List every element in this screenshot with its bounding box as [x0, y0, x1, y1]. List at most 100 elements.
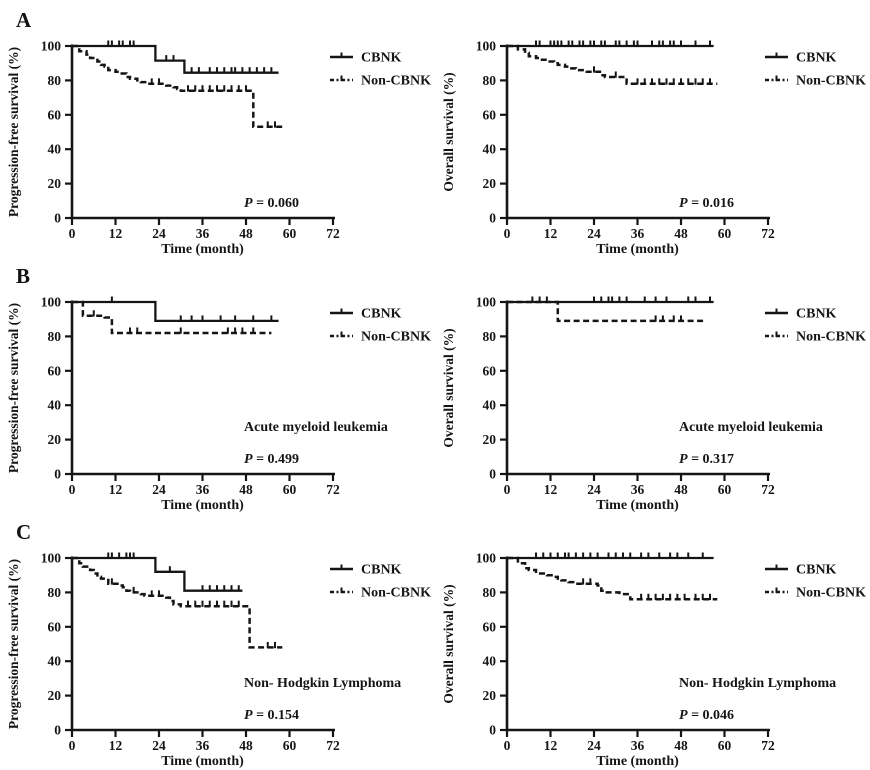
- y-axis-title: Overall survival (%): [441, 328, 456, 447]
- chart-c-overall-survival: 0 12 24 36 48 60 72 0 20 40 60 80 100 Time (month) Ove…: [435, 514, 870, 770]
- km-plot-a-os: 0 12 24 36 48 60 72 0 20 40 60 80 100 Time (month) Ove…: [441, 39, 866, 258]
- censor-ticks-cbnk: [107, 552, 240, 592]
- x-tick-label: 48: [239, 482, 253, 497]
- chart-a-overall-survival: 0 12 24 36 48 60 72 0 20 40 60 80 100 Time (month) Ove…: [435, 2, 870, 258]
- y-tick-label: 80: [48, 585, 62, 600]
- x-tick-label: 24: [152, 226, 166, 241]
- censor-ticks-non-cbnk: [593, 66, 711, 85]
- x-tick-label: 0: [504, 738, 511, 753]
- chart-b-overall-survival: 0 12 24 36 48 60 72 0 20 40 60 80 100 Time (month) Ove…: [435, 258, 870, 514]
- y-tick-label: 40: [48, 142, 62, 157]
- panel-row-a: A 0 12 24 36 48 60 72 0 20 40 60 80 100 Time (month) P…: [0, 2, 870, 258]
- x-tick-label: 48: [239, 738, 253, 753]
- x-tick-label: 24: [152, 738, 166, 753]
- y-tick-label: 60: [48, 107, 62, 122]
- y-tick-label: 0: [489, 211, 496, 226]
- y-tick-label: 20: [48, 432, 62, 447]
- y-tick-label: 0: [489, 723, 496, 738]
- y-tick-label: 40: [483, 142, 497, 157]
- x-tick-label: 12: [109, 738, 123, 753]
- x-axis-title: Time (month): [161, 242, 244, 257]
- legend-label-cbnk: CBNK: [361, 563, 402, 578]
- x-tick-label: 0: [69, 226, 76, 241]
- y-tick-label: 80: [48, 329, 62, 344]
- x-tick-label: 60: [718, 226, 732, 241]
- p-value-label: P = 0.016: [679, 196, 734, 211]
- censor-ticks-cbnk: [535, 552, 704, 559]
- x-tick-label: 36: [631, 226, 645, 241]
- legend-label-non-cbnk: Non-CBNK: [361, 330, 431, 345]
- x-tick-label: 60: [718, 482, 732, 497]
- y-tick-label: 40: [48, 398, 62, 413]
- x-tick-label: 0: [504, 482, 511, 497]
- survival-curve-non-cbnk: [72, 300, 272, 335]
- y-tick-label: 0: [54, 467, 61, 482]
- x-axis-title: Time (month): [161, 754, 244, 769]
- survival-curve-cbnk: [72, 300, 279, 323]
- x-tick-label: 72: [326, 738, 340, 753]
- x-tick-label: 36: [196, 482, 210, 497]
- y-tick-label: 60: [48, 619, 62, 634]
- subgroup-annotation: Acute myeloid leukemia: [679, 420, 823, 435]
- p-value-label: P = 0.317: [679, 452, 734, 467]
- x-tick-label: 12: [109, 226, 123, 241]
- survival-curve-cbnk: [72, 44, 279, 74]
- y-tick-label: 40: [483, 654, 497, 669]
- km-plot-b-pfs: 0 12 24 36 48 60 72 0 20 40 60 80 100 Time (month) Pro…: [6, 295, 431, 514]
- legend-label-cbnk: CBNK: [361, 307, 402, 322]
- y-tick-label: 60: [483, 107, 497, 122]
- x-tick-label: 36: [631, 482, 645, 497]
- chart-b-progression-free-survival: 0 12 24 36 48 60 72 0 20 40 60 80 100 Time (month) Pro…: [0, 258, 435, 514]
- x-tick-label: 60: [718, 738, 732, 753]
- x-tick-label: 24: [587, 738, 601, 753]
- x-tick-label: 60: [283, 482, 297, 497]
- x-tick-label: 48: [239, 226, 253, 241]
- legend-label-cbnk: CBNK: [796, 563, 837, 578]
- subgroup-annotation: Acute myeloid leukemia: [244, 420, 388, 435]
- y-tick-label: 60: [483, 619, 497, 634]
- x-axis-title: Time (month): [596, 498, 679, 513]
- y-tick-label: 20: [483, 432, 497, 447]
- subgroup-annotation: Non- Hodgkin Lymphoma: [679, 676, 836, 691]
- p-value-label: P = 0.060: [244, 196, 299, 211]
- y-tick-label: 0: [54, 723, 61, 738]
- legend-label-non-cbnk: Non-CBNK: [361, 74, 431, 89]
- legend-label-non-cbnk: Non-CBNK: [796, 330, 866, 345]
- x-tick-label: 12: [544, 482, 558, 497]
- x-tick-label: 48: [674, 738, 688, 753]
- y-tick-label: 80: [483, 73, 497, 88]
- censor-ticks-non-cbnk: [582, 578, 711, 601]
- x-tick-label: 72: [761, 226, 775, 241]
- survival-curve-non-cbnk: [507, 300, 707, 323]
- censor-ticks-cbnk: [531, 296, 711, 303]
- p-value-label: P = 0.499: [244, 452, 299, 467]
- chart-a-progression-free-survival: 0 12 24 36 48 60 72 0 20 40 60 80 100 Time (month) Pro…: [0, 2, 435, 258]
- survival-curve-non-cbnk: [507, 44, 718, 86]
- censor-ticks-non-cbnk: [150, 78, 276, 128]
- y-tick-label: 100: [476, 551, 497, 566]
- y-tick-label: 40: [48, 654, 62, 669]
- x-tick-label: 12: [544, 226, 558, 241]
- panel-label-a: A: [16, 8, 32, 32]
- legend-label-cbnk: CBNK: [796, 307, 837, 322]
- panel-label-b: B: [16, 264, 31, 288]
- survival-curve-non-cbnk: [72, 44, 283, 129]
- y-tick-label: 80: [483, 585, 497, 600]
- x-tick-label: 12: [544, 738, 558, 753]
- x-axis-title: Time (month): [161, 498, 244, 513]
- x-tick-label: 36: [631, 738, 645, 753]
- panel-row-c: C 0 12 24 36 48 60 72 0 20 40 60 80 100 Time (month) P…: [0, 514, 870, 770]
- legend-label-cbnk: CBNK: [796, 51, 837, 66]
- y-tick-label: 20: [48, 688, 62, 703]
- y-tick-label: 0: [489, 467, 496, 482]
- x-tick-label: 24: [152, 482, 166, 497]
- y-axis-title: Progression-free survival (%): [6, 47, 21, 217]
- censor-ticks-non-cbnk: [92, 310, 255, 334]
- y-tick-label: 60: [48, 363, 62, 378]
- x-tick-label: 0: [69, 482, 76, 497]
- x-tick-label: 60: [283, 738, 297, 753]
- y-tick-label: 80: [483, 329, 497, 344]
- x-tick-label: 0: [504, 226, 511, 241]
- y-axis-title: Progression-free survival (%): [6, 303, 21, 473]
